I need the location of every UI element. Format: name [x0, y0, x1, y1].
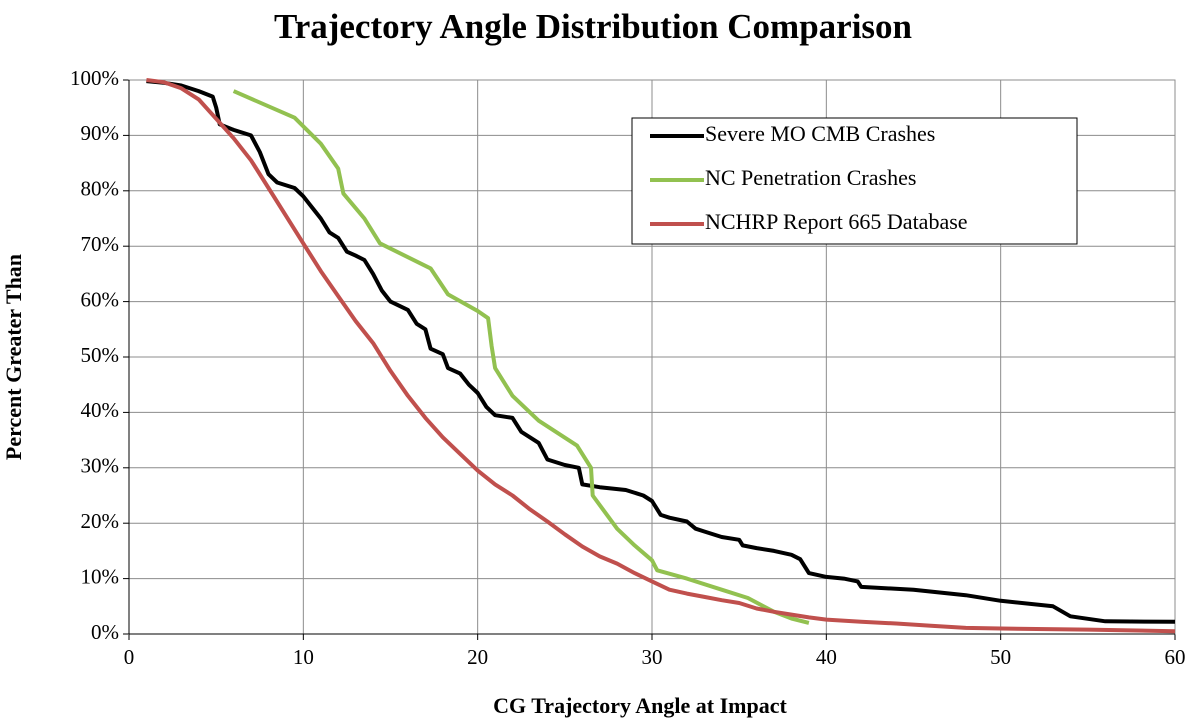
series-line	[146, 78, 1176, 634]
y-tick-label: 70%	[81, 232, 120, 256]
y-tick-label: 0%	[91, 620, 119, 644]
x-tick-label: 20	[467, 645, 488, 669]
series-line	[232, 89, 810, 625]
legend-label: NCHRP Report 665 Database	[705, 209, 968, 234]
series-line	[146, 79, 1176, 624]
y-tick-label: 100%	[70, 66, 119, 90]
y-tick-label: 80%	[81, 177, 120, 201]
y-tick-label: 10%	[81, 564, 120, 588]
x-tick-label: 0	[124, 645, 135, 669]
y-tick-label: 40%	[81, 398, 120, 422]
y-tick-label: 50%	[81, 343, 120, 367]
x-tick-label: 50	[990, 645, 1011, 669]
y-tick-label: 60%	[81, 287, 120, 311]
chart-title: Trajectory Angle Distribution Comparison	[274, 7, 912, 46]
y-axis-label: Percent Greater Than	[1, 254, 26, 460]
y-tick-label: 30%	[81, 454, 120, 478]
y-tick-label: 90%	[81, 121, 120, 145]
y-tick-label: 20%	[81, 509, 120, 533]
x-axis-label: CG Trajectory Angle at Impact	[493, 693, 787, 718]
x-tick-label: 40	[816, 645, 837, 669]
legend-label: NC Penetration Crashes	[705, 165, 916, 190]
x-tick-label: 10	[293, 645, 314, 669]
legend-label: Severe MO CMB Crashes	[705, 121, 935, 146]
x-tick-label: 30	[642, 645, 663, 669]
x-tick-label: 60	[1165, 645, 1186, 669]
legend-box	[631, 117, 1078, 245]
